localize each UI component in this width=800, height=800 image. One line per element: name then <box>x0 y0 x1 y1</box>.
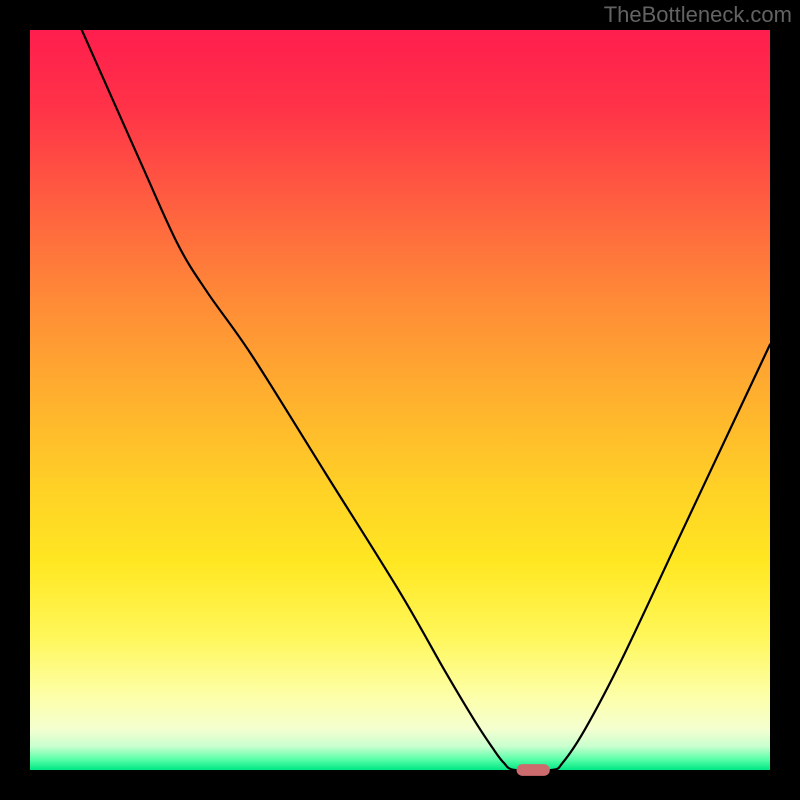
chart-svg <box>0 0 800 800</box>
optimal-marker <box>517 764 550 776</box>
chart-root: TheBottleneck.com <box>0 0 800 800</box>
plot-background <box>30 30 770 770</box>
watermark-text: TheBottleneck.com <box>604 2 792 28</box>
